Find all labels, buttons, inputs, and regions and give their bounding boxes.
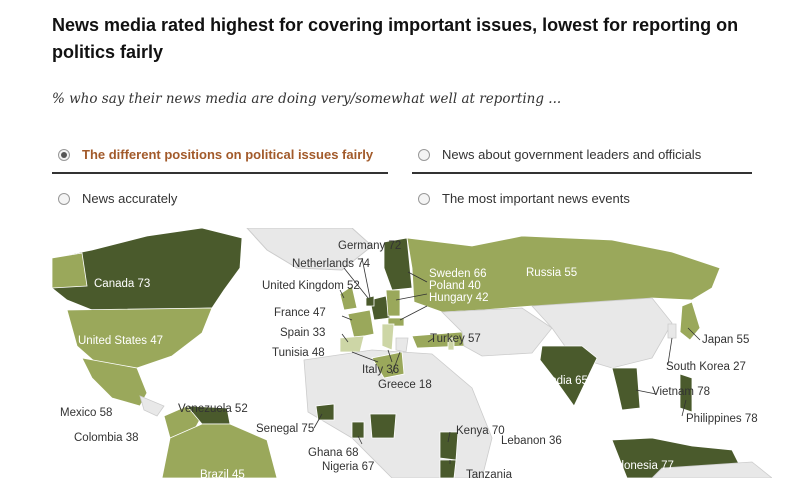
option-underline (52, 172, 388, 174)
region-france (347, 309, 375, 339)
label-india: India 65 (547, 375, 588, 387)
option-label: The most important news events (442, 191, 630, 206)
label-nigeria: Nigeria 67 (322, 461, 375, 473)
label-mexico: Mexico 58 (60, 407, 113, 419)
region-philippines (679, 373, 693, 413)
label-philippines: Philippines 78 (686, 413, 758, 425)
label-turkey: Turkey 57 (430, 333, 481, 345)
map-svg (52, 228, 772, 478)
option-political-fairly[interactable]: The different positions on political iss… (58, 147, 373, 162)
label-ghana: Ghana 68 (308, 447, 359, 459)
region-lebanon (447, 337, 455, 351)
label-south-korea: South Korea 27 (666, 361, 746, 373)
label-germany: Germany 72 (338, 240, 402, 252)
region-tunisia (371, 351, 405, 379)
region-central-america (139, 395, 165, 417)
region-canada (52, 228, 243, 311)
radio-selected-icon[interactable] (58, 148, 70, 161)
chart-title: News media rated highest for covering im… (52, 15, 739, 62)
label-colombia: Colombia 38 (74, 432, 139, 444)
label-tunisia: Tunisia 48 (272, 347, 325, 359)
label-sweden: Sweden 66 (429, 268, 487, 280)
label-japan: Japan 55 (702, 334, 750, 346)
option-label: The different positions on political iss… (82, 147, 374, 162)
radio-icon[interactable] (418, 148, 430, 161)
region-netherlands (365, 295, 375, 307)
region-italy (381, 323, 395, 351)
region-mexico (81, 357, 148, 407)
option-label: News accurately (82, 191, 178, 206)
region-india (539, 345, 598, 407)
label-kenya: Kenya 70 (456, 425, 505, 437)
region-ghana (351, 421, 365, 439)
region-middle-east (441, 307, 553, 357)
label-lebanon: Lebanon 36 (501, 435, 562, 447)
region-greece (395, 337, 409, 353)
region-australia (651, 461, 772, 478)
chart-subtitle: % who say their news media are doing ver… (52, 91, 562, 107)
region-spain (339, 335, 365, 353)
region-greenland (246, 228, 373, 271)
label-spain: Spain 33 (280, 327, 326, 339)
region-poland (385, 289, 401, 317)
leader-lines (313, 257, 701, 464)
label-venezuela: Venezuela 52 (178, 403, 248, 415)
option-underline (412, 172, 752, 174)
world-map: Canada 73 United States 47 Mexico 58 Col… (52, 228, 772, 478)
region-vietnam (611, 367, 641, 411)
region-russia (406, 235, 721, 313)
region-china (531, 297, 673, 369)
label-italy: Italy 36 (362, 364, 400, 376)
label-united-states: United States 47 (78, 335, 164, 347)
radio-icon[interactable] (58, 192, 70, 205)
region-united-kingdom (339, 285, 358, 311)
label-canada: Canada 73 (94, 278, 151, 290)
radio-icon[interactable] (418, 192, 430, 205)
region-united-states (66, 307, 213, 369)
label-hungary: Hungary 42 (429, 292, 489, 304)
label-france: France 47 (274, 307, 326, 319)
region-tanzania (439, 459, 457, 478)
label-senegal: Senegal 75 (256, 423, 315, 435)
label-greece: Greece 18 (378, 379, 432, 391)
label-russia: Russia 55 (526, 267, 578, 279)
region-sweden (383, 237, 413, 291)
label-brazil: Brazil 45 (200, 469, 245, 478)
label-netherlands: Netherlands 74 (292, 258, 371, 270)
label-vietnam: Vietnam 78 (652, 386, 710, 398)
region-brazil (161, 423, 278, 478)
option-government-leaders[interactable]: News about government leaders and offici… (418, 147, 701, 162)
label-poland: Poland 40 (429, 280, 481, 292)
region-japan (679, 301, 701, 341)
option-important-events[interactable]: The most important news events (418, 191, 630, 206)
label-tanzania: Tanzania (466, 469, 513, 478)
region-south-korea (667, 323, 677, 339)
region-alaska (52, 252, 88, 289)
region-senegal (315, 403, 335, 421)
label-indonesia: Indonesia 77 (608, 460, 674, 472)
label-united-kingdom: United Kingdom 52 (262, 280, 360, 292)
option-label: News about government leaders and offici… (442, 147, 702, 162)
region-nigeria (369, 413, 397, 439)
option-news-accurately[interactable]: News accurately (58, 191, 177, 206)
